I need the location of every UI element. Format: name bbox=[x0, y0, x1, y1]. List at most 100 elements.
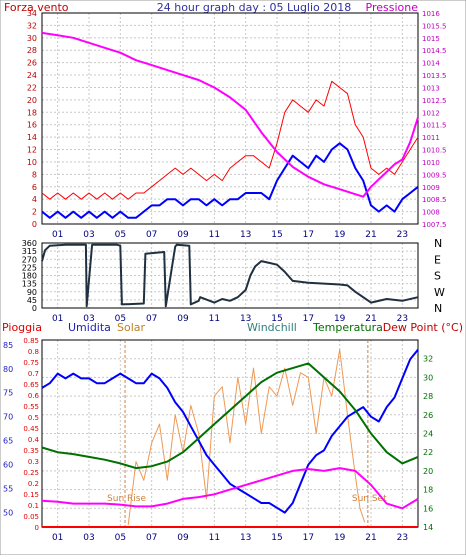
wind-y-tick: 30 bbox=[27, 34, 37, 43]
rain-y-tick: 0.55 bbox=[23, 403, 39, 411]
temp-x-tick: 21 bbox=[365, 533, 376, 543]
pressure-y-tick: 1012 bbox=[422, 109, 440, 117]
wind-y-tick: 6 bbox=[32, 183, 37, 192]
direction-y-tick: 270 bbox=[22, 255, 37, 264]
wind-y-tick: 14 bbox=[27, 133, 37, 142]
direction-x-tick: 19 bbox=[334, 314, 346, 324]
pressure-y-tick: 1013 bbox=[422, 84, 440, 92]
temperature-label: Temperatura bbox=[312, 321, 383, 334]
direction-y-tick: 360 bbox=[22, 239, 37, 248]
pressure-y-tick: 1015.5 bbox=[422, 22, 447, 30]
direction-x-tick: 15 bbox=[271, 314, 282, 324]
pressure-y-tick: 1013.5 bbox=[422, 72, 447, 80]
temp-x-tick: 15 bbox=[271, 533, 282, 543]
direction-y-tick: 90 bbox=[27, 288, 37, 297]
rain-y-tick: 0.45 bbox=[23, 425, 39, 433]
humidity-y-tick: 85 bbox=[3, 341, 13, 350]
rain-y-tick: 0.5 bbox=[28, 414, 39, 422]
temp-x-tick: 19 bbox=[334, 533, 346, 543]
direction-x-tick: 09 bbox=[177, 314, 189, 324]
direction-y-tick: 315 bbox=[22, 247, 37, 256]
solar-line bbox=[127, 348, 366, 526]
direction-x-tick: 21 bbox=[365, 314, 376, 324]
dewpoint-line bbox=[41, 467, 419, 510]
direction-x-tick: 07 bbox=[146, 314, 157, 324]
rain-y-tick: 0.2 bbox=[28, 480, 39, 488]
temp-y-tick: 30 bbox=[423, 373, 433, 382]
wind-y-tick: 10 bbox=[27, 158, 37, 167]
rain-y-tick: 0.7 bbox=[28, 370, 39, 378]
wind-x-tick: 17 bbox=[303, 230, 314, 240]
rain-y-tick: 0.75 bbox=[23, 359, 39, 367]
direction-x-tick: 23 bbox=[397, 314, 408, 324]
temp-x-tick: 05 bbox=[115, 533, 126, 543]
wind-axis-label: Forza vento bbox=[4, 1, 69, 14]
wind-x-tick: 23 bbox=[397, 230, 408, 240]
pressure-y-tick: 1010 bbox=[422, 159, 440, 167]
humidity-y-tick: 55 bbox=[3, 485, 13, 494]
temp-x-tick: 13 bbox=[240, 533, 251, 543]
temp-x-tick: 17 bbox=[303, 533, 314, 543]
wind-y-tick: 28 bbox=[27, 46, 37, 55]
pressure-y-tick: 1007.5 bbox=[422, 221, 447, 229]
wind-x-tick: 13 bbox=[240, 230, 251, 240]
pressure-y-tick: 1011.5 bbox=[422, 122, 447, 130]
pressure-y-tick: 1016 bbox=[422, 10, 440, 18]
chart-title: 24 hour graph day : 05 Luglio 2018 bbox=[157, 1, 352, 14]
direction-y-tick: 180 bbox=[22, 272, 37, 281]
wind-y-tick: 22 bbox=[27, 83, 37, 92]
compass-label: N bbox=[434, 237, 442, 250]
temp-y-tick: 18 bbox=[423, 486, 433, 495]
direction-y-tick: 0 bbox=[32, 304, 37, 313]
pressure-y-tick: 1015 bbox=[422, 35, 440, 43]
direction-x-tick: 13 bbox=[240, 314, 251, 324]
direction-x-tick: 05 bbox=[115, 314, 126, 324]
wind-x-tick: 11 bbox=[209, 230, 220, 240]
pressure-y-tick: 1011 bbox=[422, 134, 440, 142]
wind-y-tick: 34 bbox=[27, 9, 37, 18]
temp-x-tick: 07 bbox=[146, 533, 157, 543]
humidity-line bbox=[41, 348, 419, 514]
humidity-y-tick: 70 bbox=[3, 413, 13, 422]
rain-y-tick: 0.65 bbox=[23, 381, 39, 389]
rain-y-tick: 0.1 bbox=[28, 502, 39, 510]
wind-x-tick: 03 bbox=[83, 230, 94, 240]
temp-y-tick: 24 bbox=[423, 430, 433, 439]
direction-x-tick: 03 bbox=[83, 314, 94, 324]
temp-x-tick: 01 bbox=[52, 533, 63, 543]
direction-plot-frame bbox=[41, 242, 419, 309]
humidity-label: Umidita bbox=[68, 321, 111, 334]
wind-y-tick: 16 bbox=[27, 121, 37, 130]
pressure-y-tick: 1009 bbox=[422, 184, 440, 192]
temp-x-tick: 09 bbox=[177, 533, 189, 543]
temp-x-tick: 11 bbox=[209, 533, 220, 543]
dewpoint-label: Dew Point (°C) bbox=[383, 321, 463, 334]
wind-x-tick: 01 bbox=[52, 230, 63, 240]
wind-y-tick: 8 bbox=[32, 170, 37, 179]
wind-y-tick: 2 bbox=[32, 208, 37, 217]
humidity-y-tick: 50 bbox=[3, 509, 13, 518]
wind-gust-line bbox=[41, 80, 419, 200]
wind-x-tick: 15 bbox=[271, 230, 282, 240]
pressure-line bbox=[41, 31, 419, 198]
wind-x-tick: 09 bbox=[177, 230, 189, 240]
temp-y-tick: 26 bbox=[423, 411, 433, 420]
temp-y-tick: 28 bbox=[423, 392, 433, 401]
pressure-y-tick: 1008 bbox=[422, 209, 440, 217]
wind-pressure-panel: 01 03 05 07 09 11 13 15 17 19 21 230246810121416182… bbox=[27, 9, 447, 240]
wind-x-tick: 07 bbox=[146, 230, 157, 240]
rain-label: Pioggia bbox=[2, 321, 42, 334]
wind-y-tick: 18 bbox=[27, 108, 37, 117]
wind-x-tick: 21 bbox=[365, 230, 376, 240]
wind-speed-line bbox=[41, 142, 419, 219]
temp-x-tick: 23 bbox=[397, 533, 408, 543]
temp-y-tick: 16 bbox=[423, 504, 433, 513]
rain-y-tick: 0.15 bbox=[23, 491, 39, 499]
sun-marker-label: Sun Set bbox=[352, 494, 387, 504]
wind-y-tick: 32 bbox=[27, 21, 37, 30]
temperature-humidity-panel: 01 03 05 07 09 11 13 15 17 19 21 23 50 55 60 65 70 75 80 85… bbox=[3, 337, 433, 543]
rain-y-tick: 0.3 bbox=[28, 458, 39, 466]
direction-x-tick: 17 bbox=[303, 314, 314, 324]
direction-y-tick: 45 bbox=[27, 296, 37, 305]
